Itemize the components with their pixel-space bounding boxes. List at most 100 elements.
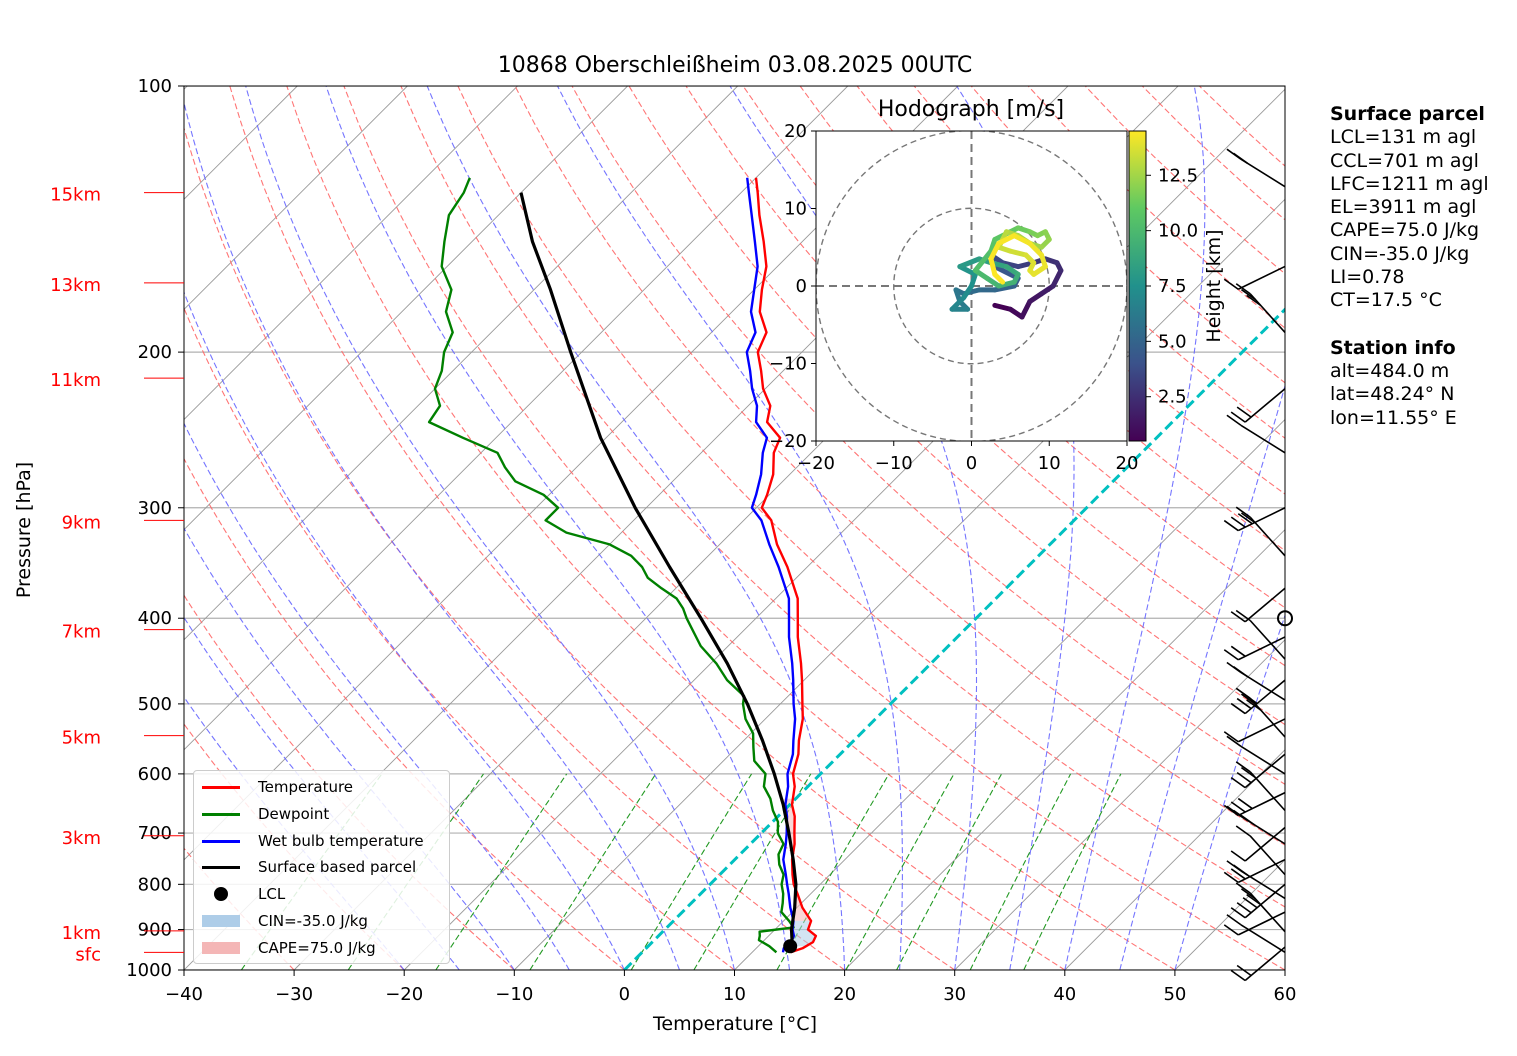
moist-adiabat <box>1174 613 1285 970</box>
wind-barb <box>1235 283 1286 333</box>
height-label: 15km <box>50 185 101 206</box>
surface-parcel-cin: CIN=-35.0 J/kg <box>1330 242 1470 265</box>
y-tick-label: 400 <box>138 608 172 629</box>
side-panel: Surface parcel LCL=131 m agl CCL=701 m a… <box>1330 103 1489 430</box>
mixing-ratio-line <box>435 773 568 970</box>
isotherm-line <box>184 86 849 751</box>
moist-adiabat <box>184 527 515 970</box>
isotherm-line <box>1064 749 1285 970</box>
wind-barb <box>1235 506 1286 557</box>
wind-barb <box>1235 882 1286 933</box>
wind-barb <box>1223 911 1286 936</box>
height-label: 7km <box>62 622 101 643</box>
isotherm-line <box>954 639 1285 970</box>
isotherm-line <box>844 528 1285 970</box>
isotherm-line <box>734 418 1285 970</box>
legend-entry: Surface based parcel <box>202 857 416 877</box>
surface-parcel-heading: Surface parcel <box>1330 103 1485 125</box>
wind-barb <box>1277 610 1293 627</box>
legend-entry: Wet bulb temperature <box>202 831 424 851</box>
hodograph-segment <box>988 256 998 277</box>
height-label: 3km <box>62 828 101 849</box>
legend-label: CIN=-35.0 J/kg <box>258 912 368 930</box>
x-tick-label: −10 <box>495 984 533 1005</box>
dry-adiabat <box>343 86 1176 970</box>
x-tick-label: −30 <box>275 984 313 1005</box>
mixing-ratio-line <box>529 773 657 970</box>
surface-parcel-cape: CAPE=75.0 J/kg <box>1330 219 1480 242</box>
wind-barb <box>1223 265 1286 290</box>
hodo-x-tick-label: −10 <box>875 453 913 474</box>
y-tick-label: 800 <box>138 874 172 895</box>
legend-key <box>202 938 240 958</box>
mixing-ratio-line <box>845 773 955 970</box>
moist-adiabat <box>184 100 681 970</box>
series-wet-bulb-temperature <box>745 177 797 953</box>
x-tick-label: 30 <box>943 984 966 1005</box>
wind-barb <box>1226 414 1286 454</box>
surface-parcel-lcl: LCL=131 m agl <box>1330 126 1477 149</box>
hodo-x-tick-label: −20 <box>797 453 835 474</box>
dry-adiabat <box>571 86 1285 785</box>
hodograph-title: Hodograph [m/s] <box>878 97 1064 122</box>
legend-key <box>202 884 240 904</box>
moist-adiabat <box>325 86 791 970</box>
lcl-marker <box>783 939 798 954</box>
hodograph-segment <box>1050 268 1064 289</box>
dry-adiabat <box>457 86 1285 908</box>
y-tick-label: 200 <box>138 342 172 363</box>
y-tick-label: 500 <box>138 694 172 715</box>
legend-label: CAPE=75.0 J/kg <box>258 938 376 957</box>
hodograph-segment <box>992 283 1017 293</box>
hodograph-segment <box>996 279 1017 289</box>
dry-adiabat <box>229 86 956 970</box>
wind-barb <box>1226 860 1286 900</box>
y-tick-label: 100 <box>138 76 172 97</box>
hodo-y-tick-label: −10 <box>769 354 807 375</box>
chart-legend: Temperature Dewpoint Wet bulb temperature S… <box>193 770 450 964</box>
chart-title: 10868 Oberschleißheim 03.08.2025 00UTC <box>498 53 973 78</box>
hodograph-segment <box>949 295 967 312</box>
x-tick-label: −40 <box>165 984 203 1005</box>
isotherm-line <box>184 86 408 311</box>
x-tick-label: 50 <box>1163 984 1186 1005</box>
legend-entry: LCL <box>202 884 285 904</box>
legend-entry: CIN=-35.0 J/kg <box>202 911 368 931</box>
surface-parcel-ct: CT=17.5 °C <box>1330 289 1442 312</box>
wind-barb <box>1230 883 1286 919</box>
station-longitude: lon=11.55° E <box>1330 406 1457 429</box>
hodo-y-tick-label: 0 <box>796 276 807 297</box>
legend-key <box>202 777 240 797</box>
dry-adiabat <box>184 457 625 970</box>
legend-label: Surface based parcel <box>258 858 417 877</box>
hodograph-segment <box>992 302 1013 312</box>
height-label: 5km <box>62 728 101 749</box>
wind-barb <box>1223 636 1286 661</box>
hodo-y-tick-label: 10 <box>784 199 807 220</box>
hodo-y-tick-label: 20 <box>784 121 807 142</box>
x-tick-label: 20 <box>833 984 856 1005</box>
colorbar-tick-label: 12.5 <box>1158 165 1198 186</box>
isotherm-line <box>184 86 518 421</box>
y-tick-label: 900 <box>138 920 172 941</box>
legend-key <box>202 857 240 877</box>
wind-barb <box>1226 735 1286 775</box>
colorbar-tick-label: 10.0 <box>1158 221 1198 242</box>
x-tick-label: 10 <box>723 984 746 1005</box>
x-tick-label: 40 <box>1053 984 1076 1005</box>
wind-barb <box>1223 791 1286 817</box>
moist-adiabat <box>729 86 978 970</box>
legend-key <box>202 804 240 824</box>
moist-adiabat <box>1064 86 1206 970</box>
y-tick-label: 300 <box>138 498 172 519</box>
hodograph-segment <box>988 240 1002 262</box>
wind-barb <box>1223 718 1286 743</box>
isotherm-line <box>184 86 628 531</box>
mixing-ratio-line <box>969 773 1072 970</box>
dry-adiabat <box>400 86 1285 970</box>
moist-adiabat <box>1119 384 1285 970</box>
hodograph-segment <box>1011 233 1033 246</box>
legend-label: Wet bulb temperature <box>258 831 424 850</box>
legend-key <box>202 831 240 851</box>
moist-adiabat <box>426 86 846 970</box>
